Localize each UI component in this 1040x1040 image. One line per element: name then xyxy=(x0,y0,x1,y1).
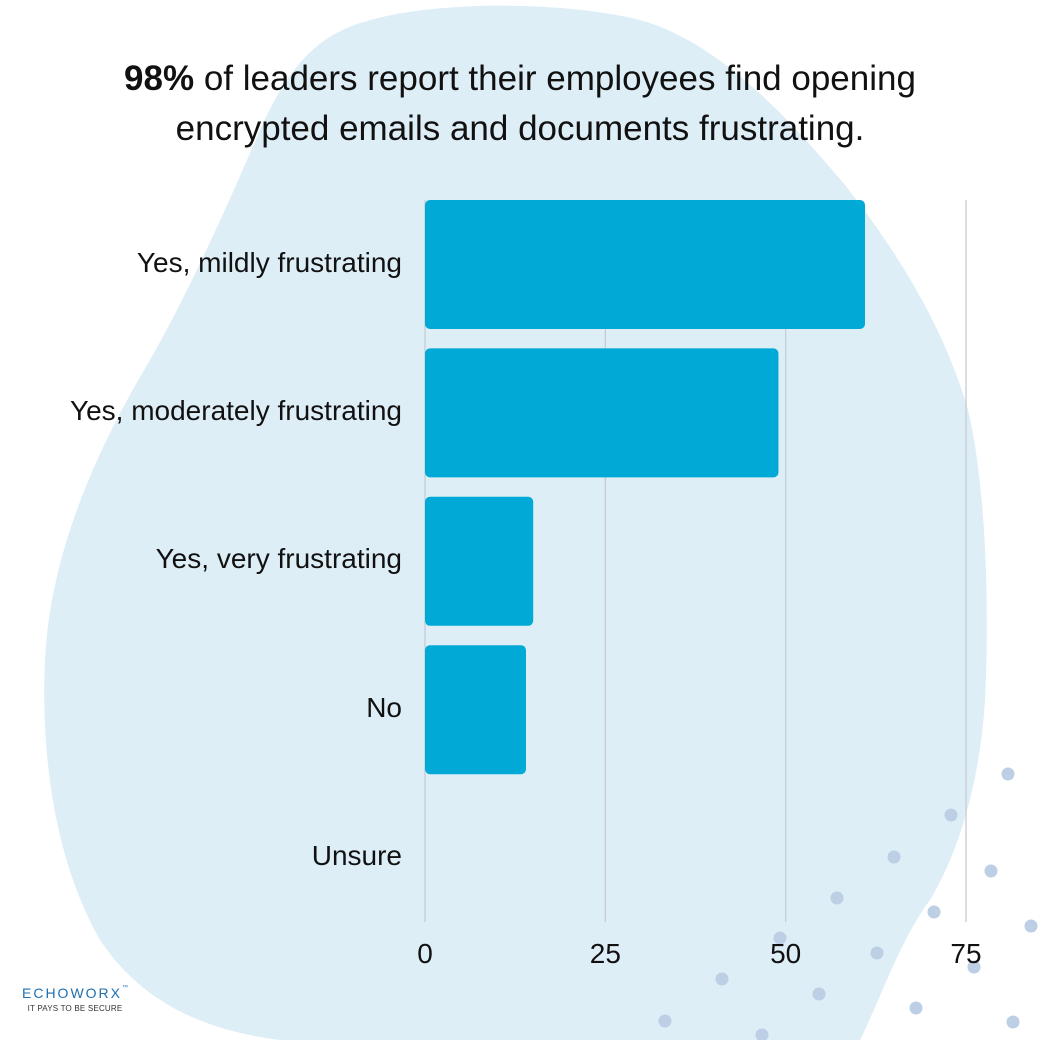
decorative-dot xyxy=(887,850,901,864)
logo-trademark: ™ xyxy=(122,985,128,991)
decorative-dot xyxy=(830,891,844,905)
tick-label: 25 xyxy=(589,938,621,969)
title-text: of leaders report their employees find o… xyxy=(175,59,916,148)
decorative-dot xyxy=(1006,1015,1020,1029)
decorative-dot xyxy=(658,1014,672,1028)
decorative-dot xyxy=(927,905,941,919)
tick-label: 0 xyxy=(417,938,433,969)
tick-label: 50 xyxy=(770,938,802,969)
bar-yes-moderately-frustrating xyxy=(425,348,779,478)
category-label: Yes, very frustrating xyxy=(155,543,402,575)
decorative-dot xyxy=(773,931,787,945)
decorative-dot xyxy=(715,972,729,986)
decorative-dot xyxy=(870,946,884,960)
decorative-dot xyxy=(967,960,981,974)
title-highlight: 98% xyxy=(124,59,195,98)
decorative-dot xyxy=(755,1028,769,1040)
logo-wordmark: ECHOWORX xyxy=(22,985,122,1001)
decorative-dot xyxy=(909,1001,923,1015)
echoworx-logo: ECHOWORX™ IT PAYS TO BE SECURE xyxy=(22,985,128,1013)
category-label: Unsure xyxy=(311,840,402,872)
decorative-dot xyxy=(984,864,998,878)
bar-yes-mildly-frustrating xyxy=(425,200,866,329)
decorative-dot xyxy=(1024,919,1038,933)
decorative-dot xyxy=(812,987,826,1001)
bar-no xyxy=(425,645,526,775)
logo-tagline: IT PAYS TO BE SECURE xyxy=(27,1004,123,1013)
tick-label: 75 xyxy=(950,938,982,969)
bars xyxy=(425,200,866,775)
decorative-dot xyxy=(944,808,958,822)
bar-yes-very-frustrating xyxy=(425,496,534,626)
chart-title: 98% of leaders report their employees fi… xyxy=(60,54,980,154)
logo-name: ECHOWORX™ xyxy=(22,985,128,1001)
decorative-dots xyxy=(658,767,1038,1040)
category-label: Yes, moderately frustrating xyxy=(69,394,402,426)
decorative-dot xyxy=(1001,767,1015,781)
category-label: Yes, mildly frustrating xyxy=(136,246,402,278)
category-label: No xyxy=(366,691,402,723)
